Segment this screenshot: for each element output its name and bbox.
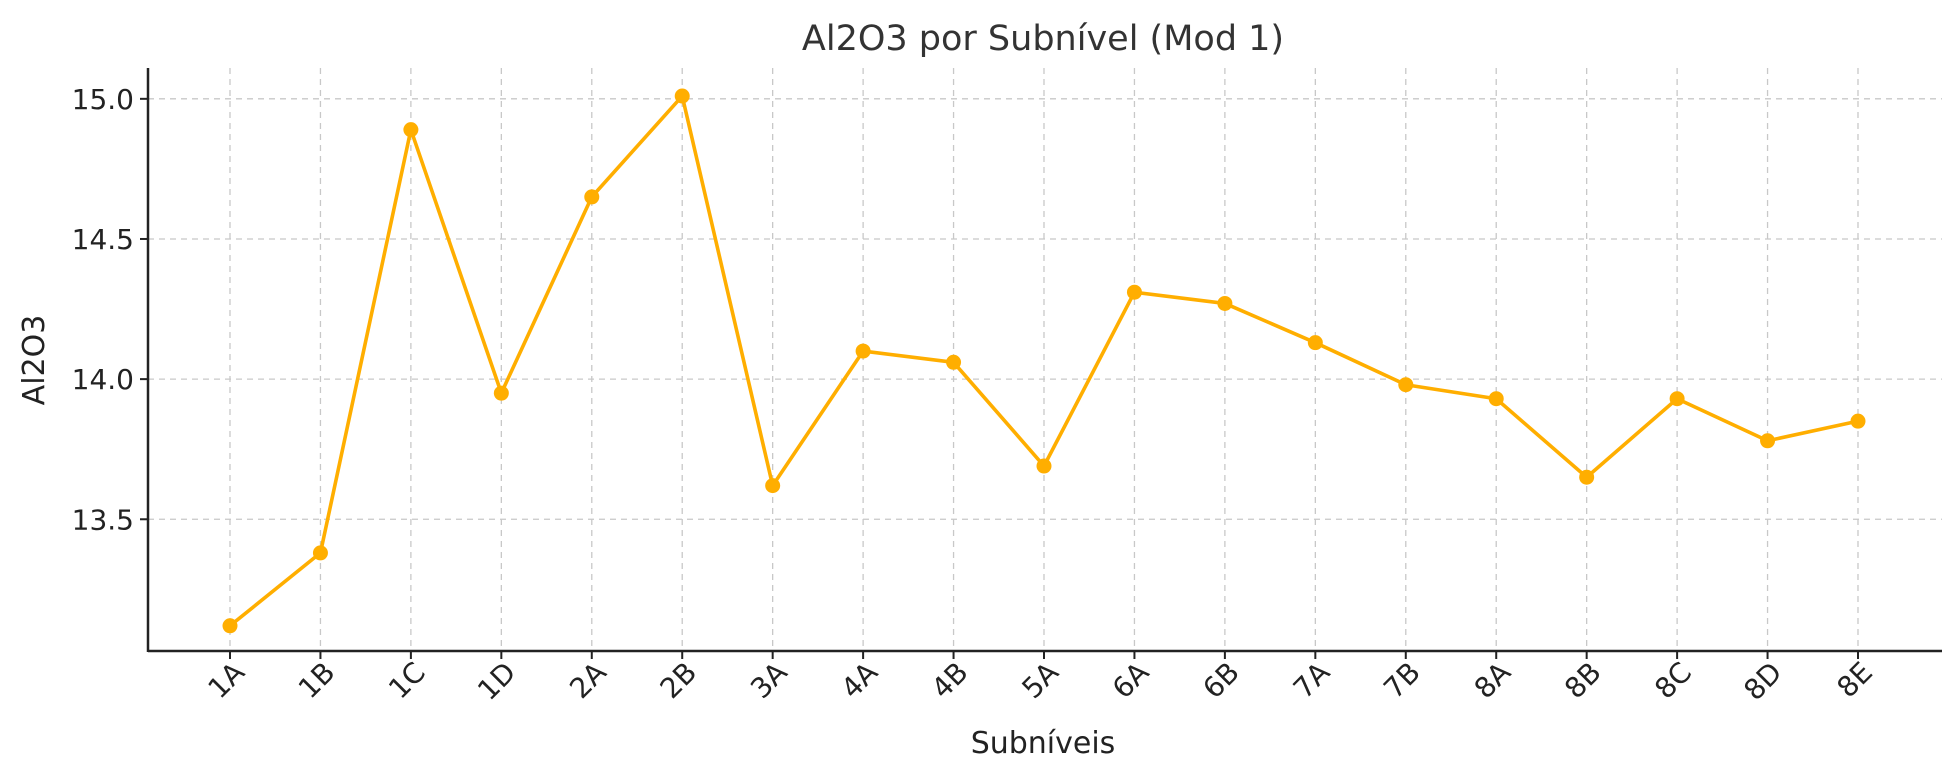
grid [148, 68, 1942, 651]
x-tick-label: 8A [1468, 656, 1517, 705]
ticks: 1A 1B 1C 1D 2A 2B 3A 4A 4B 5A 6A 6B 7A 7B 8A 8B 8C 8D 8E 13… [72, 83, 1879, 707]
x-tick-label: 2B [654, 656, 704, 706]
data-point [1307, 335, 1323, 351]
x-axis-label: Subníveis [971, 726, 1116, 761]
x-tick-label: 1D [471, 656, 522, 707]
data-point [222, 618, 238, 634]
data-point [1488, 391, 1504, 407]
data-point [493, 385, 509, 401]
x-tick-label: 8B [1558, 656, 1608, 706]
x-tick-label: 8D [1737, 656, 1788, 707]
x-tick-label: 7B [1377, 656, 1427, 706]
data-point [674, 88, 690, 104]
data-point [855, 343, 871, 359]
series [222, 88, 1866, 634]
x-tick-label: 8E [1831, 656, 1879, 704]
y-tick-label: 13.5 [72, 503, 134, 536]
x-tick-label: 5A [1015, 656, 1064, 705]
data-point [403, 122, 419, 138]
x-tick-label: 1A [201, 656, 250, 705]
x-tick-label: 2A [563, 656, 612, 705]
data-point [1669, 391, 1685, 407]
y-tick-label: 15.0 [72, 83, 134, 116]
data-point [765, 478, 781, 494]
x-tick-label: 1C [382, 656, 432, 706]
x-tick-label: 3A [744, 656, 793, 705]
x-tick-label: 1B [292, 656, 342, 706]
x-tick-label: 8C [1648, 656, 1698, 706]
x-tick-label: 4B [925, 656, 975, 706]
y-tick-label: 14.0 [72, 363, 134, 396]
data-point [1579, 469, 1595, 485]
data-point [1036, 458, 1052, 474]
data-point [1217, 295, 1233, 311]
x-tick-label: 4A [835, 656, 884, 705]
y-axis-label: Al2O3 [17, 315, 52, 406]
data-point [1126, 284, 1142, 300]
data-point [1398, 377, 1414, 393]
data-point [1850, 413, 1866, 429]
data-point [1760, 433, 1776, 449]
data-point [312, 545, 328, 561]
y-tick-label: 14.5 [72, 223, 134, 256]
data-point [946, 354, 962, 370]
x-tick-label: 7A [1287, 656, 1336, 705]
x-tick-label: 6A [1106, 656, 1155, 705]
chart-title: Al2O3 por Subnível (Mod 1) [802, 19, 1284, 59]
axes [146, 68, 1942, 653]
x-tick-label: 6B [1196, 656, 1246, 706]
data-point [584, 189, 600, 205]
